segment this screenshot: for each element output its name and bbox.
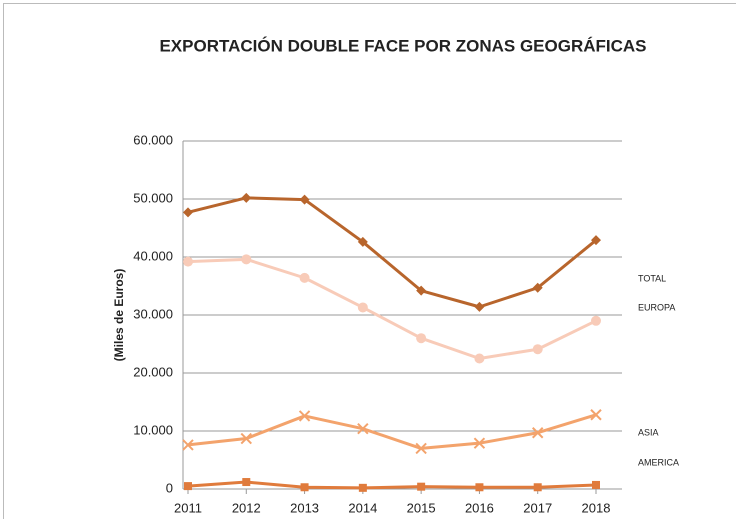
marker — [242, 478, 251, 487]
legend-label: TOTAL — [638, 273, 666, 283]
legend-label: AMERICA — [638, 457, 679, 467]
x-tick-label: 2013 — [290, 500, 319, 515]
marker — [475, 483, 484, 492]
marker — [591, 315, 601, 326]
marker — [298, 410, 311, 422]
y-tick-label: 20.000 — [133, 364, 173, 379]
marker — [358, 483, 367, 492]
series-line — [187, 480, 597, 490]
legend-label: EUROPA — [638, 302, 675, 312]
marker — [182, 439, 194, 451]
marker — [184, 482, 192, 491]
chart-title: EXPORTACIÓN DOUBLE FACE POR ZONAS GEOGRÁ… — [159, 36, 646, 55]
marker — [299, 194, 310, 205]
y-tick-label: 60.000 — [133, 132, 173, 147]
y-tick-label: 30.000 — [133, 306, 173, 321]
marker — [590, 409, 602, 421]
marker — [240, 432, 252, 445]
marker — [474, 301, 485, 312]
marker — [532, 344, 543, 355]
marker — [473, 437, 486, 449]
marker — [415, 442, 427, 455]
y-tick-label: 0 — [166, 480, 173, 495]
marker — [591, 235, 601, 246]
y-tick-label: 40.000 — [133, 248, 173, 263]
series-line — [187, 196, 597, 309]
marker — [416, 285, 427, 296]
marker — [357, 302, 368, 313]
marker — [241, 254, 252, 265]
marker — [299, 272, 310, 283]
y-tick-label: 50.000 — [133, 190, 173, 205]
marker — [357, 422, 369, 435]
y-axis-label: (Miles de Euros) — [112, 269, 126, 362]
x-tick-label: 2016 — [465, 500, 494, 515]
series-line — [187, 413, 597, 450]
marker — [416, 333, 427, 344]
marker — [474, 353, 485, 364]
x-tick-label: 2017 — [523, 500, 552, 515]
marker — [300, 483, 309, 492]
marker — [532, 282, 543, 293]
chart-frame — [3, 3, 736, 519]
marker — [241, 192, 252, 203]
x-tick-label: 2015 — [407, 500, 436, 515]
marker — [357, 236, 368, 247]
marker — [532, 427, 544, 439]
marker — [533, 483, 542, 492]
x-tick-label: 2014 — [348, 500, 377, 515]
y-tick-label: 10.000 — [133, 422, 173, 437]
legend-label: ASIA — [638, 427, 659, 437]
series-line — [187, 257, 597, 360]
x-tick-label: 2011 — [174, 500, 202, 515]
marker — [183, 207, 193, 218]
x-tick-label: 2018 — [582, 500, 611, 515]
marker — [592, 480, 600, 489]
marker — [183, 256, 193, 267]
marker — [417, 482, 426, 491]
x-tick-label: 2012 — [232, 500, 261, 515]
